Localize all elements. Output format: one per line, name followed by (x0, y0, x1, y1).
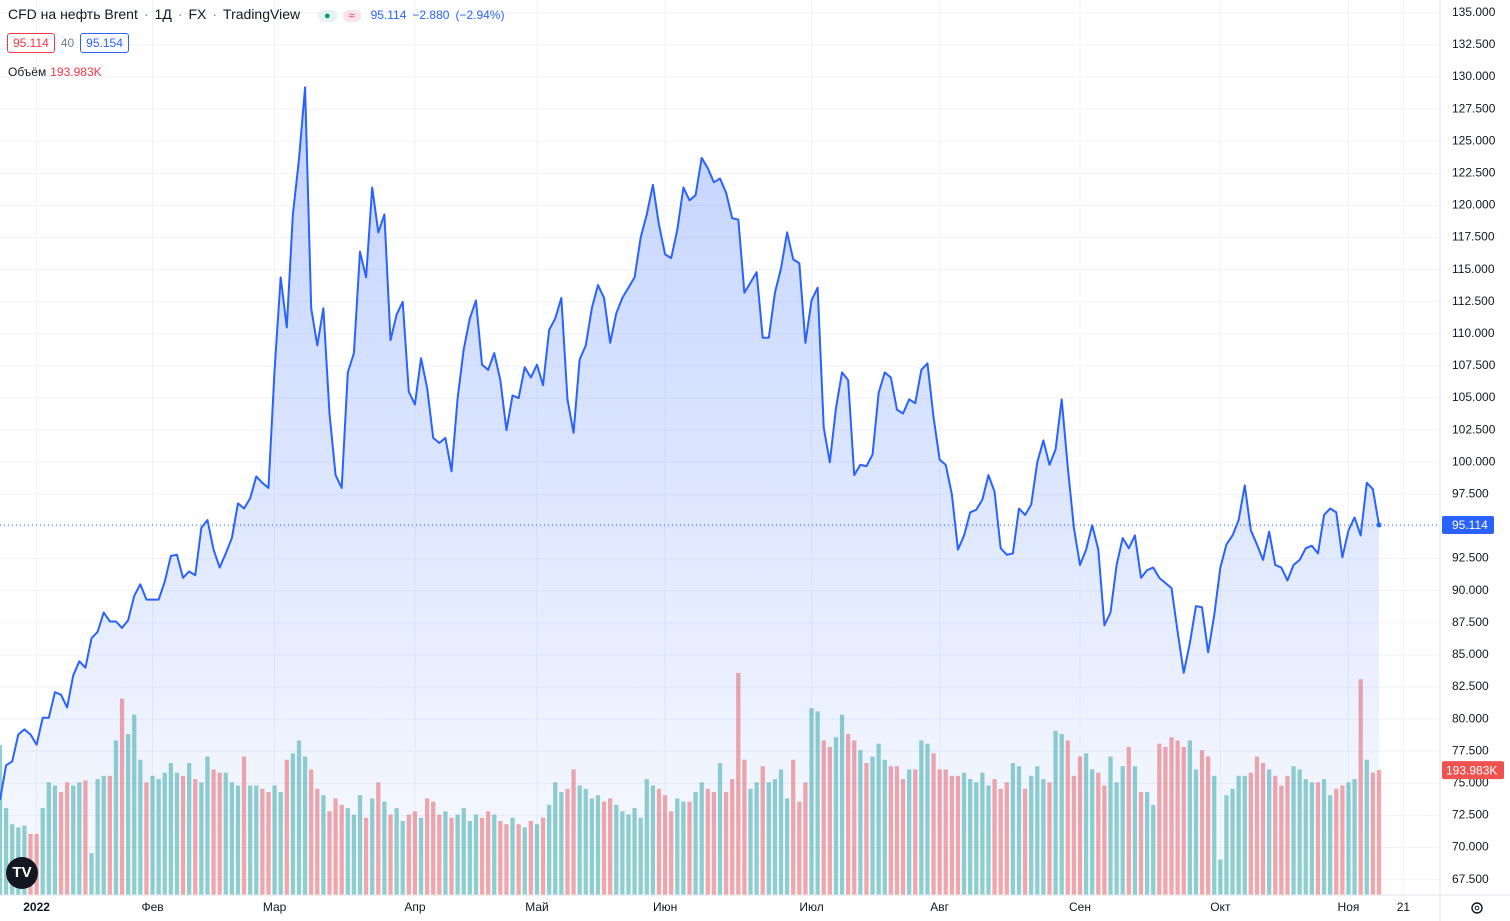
y-tick-label: 100.000 (1452, 454, 1496, 468)
y-tick-label: 82.500 (1452, 679, 1489, 693)
x-tick-label: Фев (141, 900, 163, 914)
y-tick-label: 130.000 (1452, 69, 1496, 83)
y-tick-label: 132.500 (1452, 37, 1496, 51)
source: TradingView (223, 6, 301, 22)
volume-bar (1376, 770, 1382, 895)
y-tick-label: 115.000 (1452, 262, 1495, 276)
header: CFD на нефть Brent · 1Д · FX · TradingView ● ≈ … (8, 6, 505, 22)
y-tick-label: 112.500 (1452, 294, 1495, 308)
last-volume-label: 193.983K (1446, 763, 1497, 777)
x-tick-label: 2022 (23, 900, 50, 914)
settings-icon[interactable] (1471, 902, 1483, 914)
x-tick-label: Авг (930, 900, 949, 914)
x-tick-label: Ноя (1338, 900, 1360, 914)
market-status[interactable]: ● (317, 10, 337, 22)
x-tick-label: Окт (1210, 900, 1231, 914)
volume-value: 193.983K (50, 65, 102, 79)
y-tick-label: 135.000 (1452, 5, 1496, 19)
volume-title: Объём (8, 65, 47, 79)
y-tick-label: 125.000 (1452, 133, 1496, 147)
spread: 40 (60, 36, 75, 50)
last-price-box (1442, 516, 1494, 535)
exchange: FX (188, 6, 207, 22)
y-tick-label: 70.000 (1452, 840, 1489, 854)
x-tick-label: Сен (1069, 900, 1091, 914)
buy-price[interactable]: 95.154 (80, 33, 129, 53)
y-tick-label: 102.500 (1452, 422, 1496, 436)
tradingview-logo[interactable]: TV (6, 857, 38, 889)
y-tick-label: 92.500 (1452, 551, 1489, 565)
symbol-title[interactable]: CFD на нефть Brent (8, 6, 138, 22)
x-tick-label: Июл (799, 900, 823, 914)
delayed-icon[interactable]: ≈ (342, 10, 361, 22)
y-tick-label: 117.500 (1452, 230, 1495, 244)
x-tick-label: Мар (263, 900, 287, 914)
sell-price[interactable]: 95.114 (7, 33, 55, 53)
x-tick-label: 21 (1397, 900, 1411, 914)
interval[interactable]: 1Д (154, 6, 172, 22)
plot (0, 86, 1440, 895)
y-tick-label: 122.500 (1452, 166, 1496, 180)
y-tick-label: 97.500 (1452, 487, 1489, 501)
axes: 67.50070.00072.50075.00077.50080.00082.5… (23, 5, 1504, 914)
x-tick-label: Май (525, 900, 549, 914)
x-tick-label: Апр (404, 900, 426, 914)
x-tick-label: Июн (653, 900, 677, 914)
trade-badges: 95.114 40 95.154 (7, 33, 129, 53)
y-tick-label: 87.500 (1452, 615, 1489, 629)
price-change: −2.880 (412, 8, 450, 22)
price-change-pct: (−2.94%) (455, 8, 505, 22)
y-tick-label: 110.000 (1452, 326, 1495, 340)
last-price-label: 95.114 (1452, 518, 1488, 532)
y-tick-label: 90.000 (1452, 583, 1489, 597)
y-tick-label: 72.500 (1452, 808, 1489, 822)
y-tick-label: 105.000 (1452, 390, 1496, 404)
last-volume-box (1442, 761, 1504, 780)
y-tick-label: 80.000 (1452, 711, 1489, 725)
line (0, 86, 1380, 801)
y-tick-label: 67.500 (1452, 872, 1489, 886)
last-price: 95.114 (370, 8, 407, 22)
volume-legend: Объём 193.983K (8, 65, 102, 79)
area (0, 87, 1379, 895)
y-tick-label: 127.500 (1452, 101, 1496, 115)
y-tick-label: 120.000 (1452, 198, 1496, 212)
y-tick-label: 85.000 (1452, 647, 1489, 661)
y-tick-label: 107.500 (1452, 358, 1496, 372)
last-point (1376, 522, 1382, 528)
y-tick-label: 77.500 (1452, 743, 1489, 757)
